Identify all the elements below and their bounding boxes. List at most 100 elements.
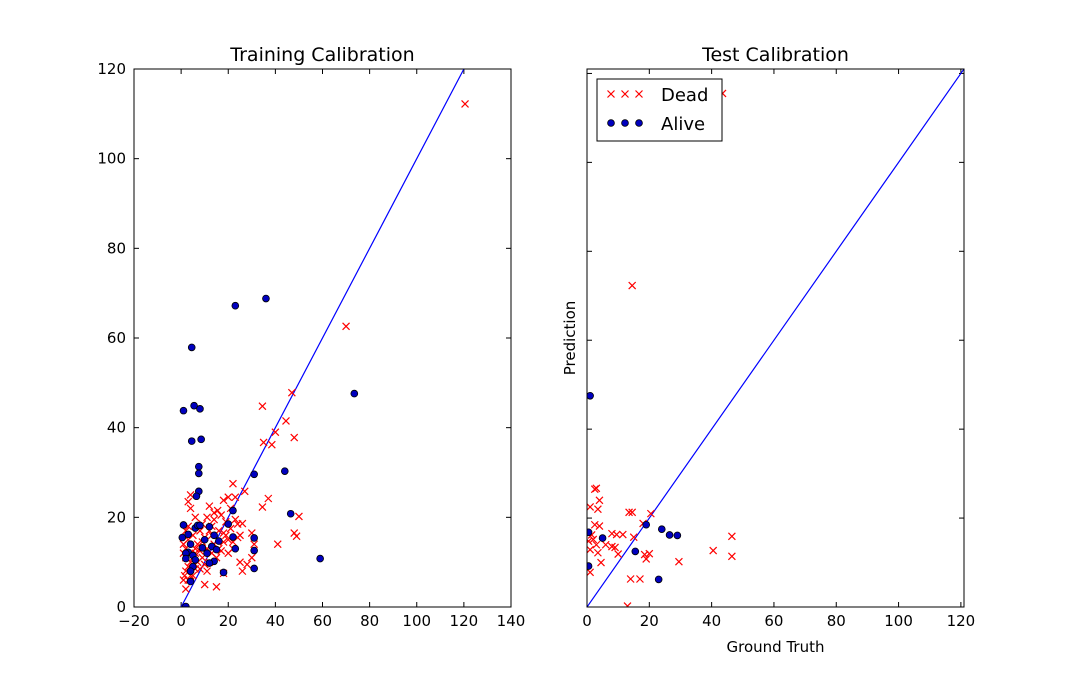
test-dead-point: [587, 568, 595, 577]
legend-alive-markers: [607, 119, 643, 127]
training-dead-point: [213, 506, 222, 515]
training-alive-point: [187, 437, 196, 445]
training-dead-point: [273, 540, 282, 549]
test-dead-point: [590, 520, 599, 529]
training-alive-point: [215, 537, 223, 545]
training-dead-point: [282, 417, 290, 425]
training-x-tick-label: 0: [176, 612, 186, 630]
training-dead-point: [342, 322, 350, 331]
training-dead-point: [259, 438, 268, 447]
training-dead-point: [221, 531, 230, 540]
training-dead-point: [210, 515, 219, 524]
test-x-axis-label: Ground Truth: [727, 638, 825, 656]
test-x-tick-label: 20: [640, 612, 659, 630]
test-dead-point: [592, 540, 601, 549]
test-dead-point: [608, 529, 616, 538]
training-alive-point: [184, 530, 192, 539]
test-dead-point: [589, 535, 598, 544]
test-dead-point: [628, 281, 637, 290]
legend-alive-marker: [621, 119, 629, 127]
test-calibration-title: Test Calibration: [701, 44, 849, 66]
test-calibration-panel: Test Calibration Ground Truth Prediction…: [561, 44, 975, 656]
training-alive-point: [194, 469, 203, 478]
training-dead-point: [191, 513, 200, 522]
test-dead-point: [727, 552, 736, 561]
test-x-tick-label: 80: [827, 612, 846, 630]
training-dead-point: [231, 493, 240, 502]
training-dead-point: [250, 540, 259, 549]
test-plot-frame: [586, 68, 965, 608]
training-alive-point: [224, 520, 233, 528]
training-alive-point: [205, 559, 214, 567]
test-dead-point: [593, 548, 602, 557]
training-alive-point: [186, 577, 195, 586]
training-alive-point: [212, 545, 221, 554]
training-alive-point: [229, 533, 237, 541]
training-x-tick-label: 120: [450, 612, 479, 630]
test-dead-point: [625, 508, 633, 517]
test-dead-point: [595, 522, 604, 531]
test-dead-point: [611, 543, 619, 552]
training-x-tick-label: −20: [118, 612, 150, 630]
test-dead-point: [587, 503, 595, 511]
training-scatter-points: [178, 100, 469, 607]
training-dead-point: [217, 511, 226, 520]
training-dead-point: [186, 504, 195, 513]
training-alive-point: [250, 546, 258, 555]
training-dead-point: [238, 567, 247, 576]
training-dead-point: [203, 567, 211, 576]
training-alive-point: [179, 406, 188, 415]
legend-dead-markers: [607, 90, 643, 98]
training-alive-point: [197, 435, 205, 444]
training-dead-point: [236, 558, 244, 567]
test-dead-point: [614, 550, 623, 559]
test-dead-point: [636, 575, 644, 583]
training-x-tick-label: 100: [402, 612, 431, 630]
test-alive-point: [642, 520, 650, 529]
test-alive-point: [657, 525, 666, 533]
test-dead-point: [623, 602, 632, 607]
test-dead-point: [595, 496, 604, 505]
test-dead-point: [597, 558, 605, 567]
training-y-tick-label: 120: [97, 60, 126, 78]
test-dead-point: [629, 533, 638, 542]
test-dead-point: [612, 530, 621, 539]
training-alive-point: [196, 405, 204, 413]
training-dead-point: [224, 493, 233, 502]
legend-dead-label: Dead: [661, 85, 708, 106]
legend-alive-marker: [607, 119, 615, 127]
test-x-tick-label: 40: [702, 612, 721, 630]
training-alive-point: [186, 540, 195, 549]
training-alive-point: [194, 462, 203, 471]
training-y-tick-label: 40: [107, 419, 126, 437]
training-alive-point: [286, 509, 295, 518]
training-alive-point: [186, 567, 195, 575]
training-alive-point: [250, 470, 258, 479]
training-alive-point: [187, 343, 196, 352]
training-dead-point: [240, 487, 249, 496]
training-dead-point: [243, 560, 252, 569]
training-y-tick-label: 0: [116, 598, 126, 616]
training-dead-point: [264, 494, 273, 503]
test-reference-line: [587, 69, 964, 607]
training-x-tick-label: 40: [266, 612, 285, 630]
training-alive-point: [196, 521, 204, 530]
test-dead-point: [709, 546, 718, 555]
training-dead-point: [258, 402, 267, 411]
training-dead-point: [224, 549, 233, 558]
legend-alive-marker: [635, 119, 643, 127]
training-y-tick-label: 100: [97, 150, 126, 168]
training-alive-point: [250, 564, 258, 573]
test-scatter-points: [587, 89, 736, 607]
training-reference-line: [180, 69, 465, 607]
training-dead-point: [271, 428, 280, 437]
test-dead-point: [601, 540, 610, 549]
test-alive-point: [631, 547, 640, 556]
test-dead-point: [646, 509, 655, 518]
legend-dead-marker: [607, 90, 615, 98]
test-dead-point: [727, 532, 736, 541]
training-alive-point: [192, 492, 201, 501]
training-dead-point: [205, 502, 214, 511]
test-alive-point: [587, 392, 594, 400]
test-dead-point: [640, 550, 649, 559]
